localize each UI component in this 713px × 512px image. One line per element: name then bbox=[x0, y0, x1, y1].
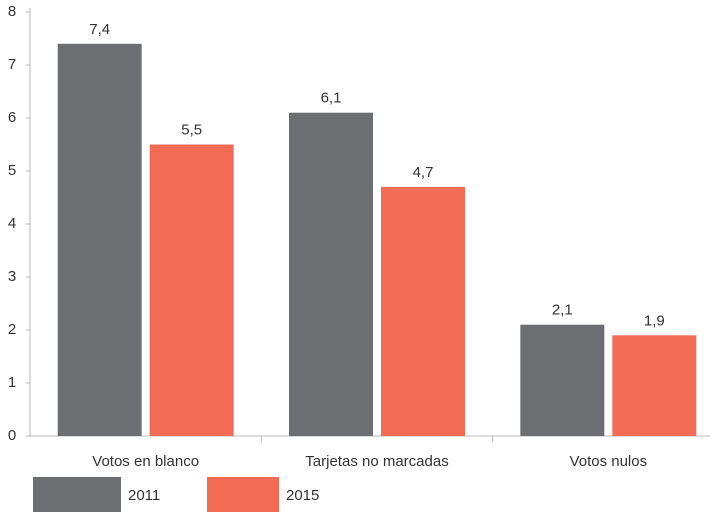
value-label: 1,9 bbox=[644, 312, 665, 329]
y-tick-label: 7 bbox=[8, 56, 16, 73]
x-tick-label: Tarjetas no marcadas bbox=[305, 453, 448, 470]
bar bbox=[520, 324, 605, 436]
y-tick-label: 2 bbox=[8, 321, 16, 338]
bar bbox=[149, 144, 234, 436]
y-tick-label: 6 bbox=[8, 109, 16, 126]
bar bbox=[57, 43, 142, 437]
y-tick-label: 3 bbox=[8, 268, 16, 285]
value-label: 4,7 bbox=[413, 164, 434, 181]
bar bbox=[612, 335, 697, 436]
y-tick-label: 0 bbox=[8, 427, 16, 444]
y-tick-label: 5 bbox=[8, 162, 16, 179]
value-label: 2,1 bbox=[552, 302, 573, 319]
x-tick-label: Votos nulos bbox=[570, 453, 648, 470]
legend-label: 2015 bbox=[286, 487, 319, 504]
legend-swatch bbox=[207, 477, 279, 512]
value-label: 6,1 bbox=[321, 90, 342, 107]
legend-swatch bbox=[33, 477, 121, 512]
y-tick-label: 8 bbox=[8, 3, 16, 20]
legend-label: 2011 bbox=[128, 487, 160, 504]
value-label: 7,4 bbox=[89, 21, 110, 38]
x-tick-label: Votos en blanco bbox=[92, 453, 199, 470]
y-tick-label: 1 bbox=[8, 374, 16, 391]
bar bbox=[289, 112, 373, 436]
y-tick-label: 4 bbox=[8, 215, 16, 232]
value-label: 5,5 bbox=[181, 121, 202, 138]
bar bbox=[381, 186, 465, 436]
